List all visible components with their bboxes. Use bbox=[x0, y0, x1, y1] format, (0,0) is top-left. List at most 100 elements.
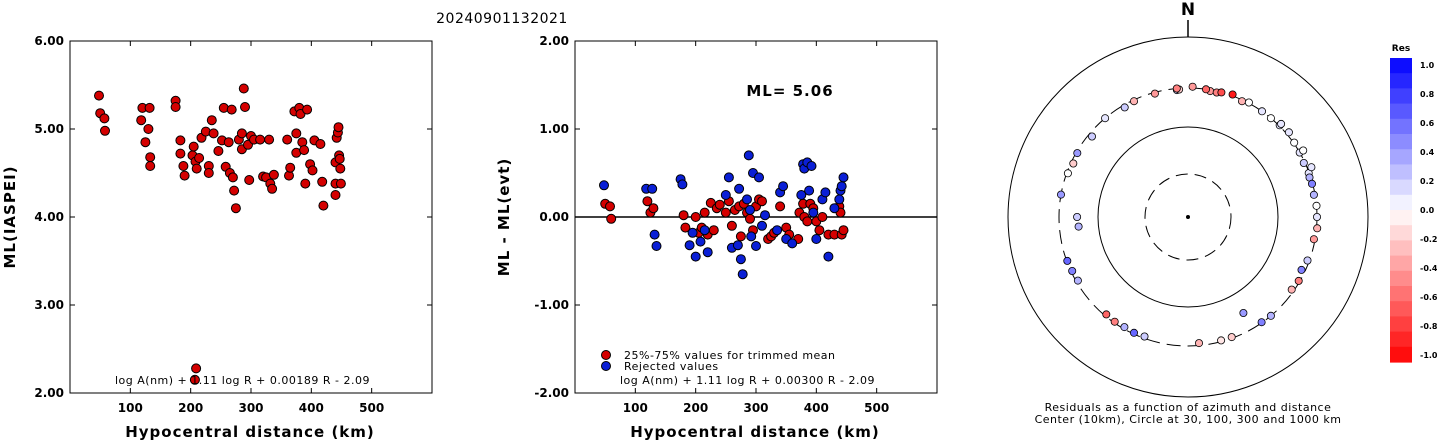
station-residual-marker bbox=[1239, 308, 1248, 317]
data-point bbox=[302, 104, 313, 115]
station-residual-marker bbox=[1309, 235, 1318, 244]
x-axis-label: Hypocentral distance (km) bbox=[630, 423, 880, 441]
data-point bbox=[334, 153, 345, 164]
data-point bbox=[178, 161, 189, 171]
y-tick-label: 3.00 bbox=[34, 298, 64, 312]
data-point bbox=[144, 102, 155, 113]
plot-frame bbox=[69, 40, 433, 394]
station-residual-marker bbox=[1299, 146, 1308, 155]
data-point bbox=[136, 115, 147, 126]
data-point bbox=[817, 212, 828, 222]
data-point bbox=[318, 200, 329, 211]
residual-vs-distance-plot: 100 200 300 400 500 -2.00 -1.00 0.00 1.00 2.00 Hy… bbox=[495, 34, 938, 441]
data-point bbox=[140, 137, 151, 148]
data-point bbox=[699, 225, 710, 236]
station-residual-marker bbox=[1101, 114, 1110, 123]
data-point bbox=[291, 128, 302, 139]
colorbar-cell bbox=[1390, 134, 1412, 150]
data-points bbox=[599, 150, 849, 280]
data-point bbox=[838, 172, 849, 183]
data-point bbox=[737, 269, 748, 280]
y-tick-label: 2.00 bbox=[539, 34, 569, 48]
station-residual-marker bbox=[1228, 90, 1237, 99]
station-residual-marker bbox=[1188, 82, 1197, 91]
station-residual-marker bbox=[1110, 317, 1119, 326]
colorbar-title: Res bbox=[1392, 44, 1410, 54]
x-tick-label: 200 bbox=[683, 401, 708, 415]
data-point bbox=[208, 128, 219, 139]
data-point bbox=[227, 172, 238, 183]
station-residual-marker bbox=[1073, 149, 1082, 158]
station-residual-marker bbox=[1074, 222, 1083, 231]
data-point bbox=[702, 247, 713, 258]
formula-note: log A(nm) + 1.11 log R + 0.00189 R - 2.0… bbox=[115, 374, 370, 387]
data-point bbox=[194, 153, 205, 163]
station-residual-marker bbox=[1068, 266, 1077, 275]
station-residual-marker bbox=[1120, 103, 1129, 112]
data-point bbox=[240, 102, 250, 112]
x-tick-label: 500 bbox=[359, 401, 384, 415]
station-residual-marker bbox=[1130, 328, 1139, 337]
data-point bbox=[213, 146, 224, 156]
data-point bbox=[695, 236, 706, 247]
colorbar-cell bbox=[1390, 301, 1412, 317]
station-residual-marker bbox=[1258, 107, 1267, 116]
station-residual-marker bbox=[1088, 132, 1097, 141]
data-point bbox=[808, 207, 819, 218]
data-point bbox=[335, 163, 346, 174]
formula-note: log A(nm) + 1.11 log R + 0.00300 R - 2.0… bbox=[620, 374, 875, 387]
data-point bbox=[772, 225, 783, 236]
colorbar-labels: 1.0 0.8 0.6 0.4 0.2 0.0 -0.2 -0.4 -0.6 -0.8 -1.0 bbox=[1420, 61, 1437, 360]
y-tick-label: 0.00 bbox=[539, 210, 569, 224]
station-residual-marker bbox=[1202, 85, 1211, 94]
legend-marker-trimmed bbox=[601, 350, 611, 360]
axis-ticks: 100 200 300 400 500 -2.00 -1.00 0.00 1.00 2.00 bbox=[534, 34, 937, 415]
legend-label-trimmed: 25%-75% values for trimmed mean bbox=[624, 349, 836, 362]
data-point bbox=[734, 183, 745, 194]
station-residual-marker bbox=[1057, 190, 1066, 199]
caption-line-2: Center (10km), Circle at 30, 100, 300 an… bbox=[1035, 413, 1342, 426]
data-point bbox=[720, 190, 731, 200]
colorbar-label: 0.8 bbox=[1420, 90, 1435, 99]
epicenter-dot bbox=[1186, 215, 1190, 219]
data-point bbox=[796, 190, 807, 200]
azimuth-residual-plot: N Residuals as a function of azimuth and… bbox=[1007, 0, 1437, 426]
station-residual-marker bbox=[1069, 159, 1078, 168]
station-residual-marker bbox=[1140, 332, 1149, 341]
y-axis-label: ML(IASPEI) bbox=[1, 165, 19, 268]
data-point bbox=[829, 203, 840, 214]
station-residual-marker bbox=[1294, 276, 1303, 285]
data-point bbox=[757, 220, 767, 231]
data-point bbox=[145, 152, 156, 163]
colorbar-cell bbox=[1390, 255, 1412, 272]
data-point bbox=[170, 102, 181, 112]
data-point bbox=[754, 172, 764, 183]
station-residual-marker bbox=[1266, 311, 1275, 320]
data-point bbox=[203, 168, 214, 178]
y-tick-label: 6.00 bbox=[34, 34, 64, 48]
data-point bbox=[684, 240, 695, 251]
station-residual-marker bbox=[1120, 323, 1129, 332]
data-point bbox=[229, 185, 240, 196]
data-point bbox=[814, 225, 825, 236]
colorbar-cell bbox=[1390, 58, 1412, 74]
y-tick-label: 4.00 bbox=[34, 210, 64, 224]
x-tick-label: 300 bbox=[238, 401, 263, 415]
data-point bbox=[745, 213, 755, 224]
station-residual-marker bbox=[1257, 318, 1266, 327]
x-tick-label: 100 bbox=[623, 401, 648, 415]
legend-marker-rejected bbox=[601, 361, 611, 371]
data-point bbox=[255, 134, 266, 145]
colorbar-cell bbox=[1390, 103, 1412, 120]
data-point bbox=[757, 196, 767, 207]
data-point bbox=[838, 225, 849, 236]
colorbar-label: -0.4 bbox=[1420, 264, 1437, 273]
data-point bbox=[804, 185, 815, 196]
station-residual-marker bbox=[1150, 89, 1159, 98]
data-point bbox=[823, 251, 834, 262]
data-point bbox=[179, 170, 190, 181]
axis-ticks: 100 200 300 400 500 2.00 3.00 4.00 5.00 6.00 bbox=[34, 34, 432, 415]
station-residual-marker bbox=[1102, 310, 1111, 319]
station-residual-marker bbox=[1073, 276, 1082, 285]
data-point bbox=[191, 363, 202, 374]
